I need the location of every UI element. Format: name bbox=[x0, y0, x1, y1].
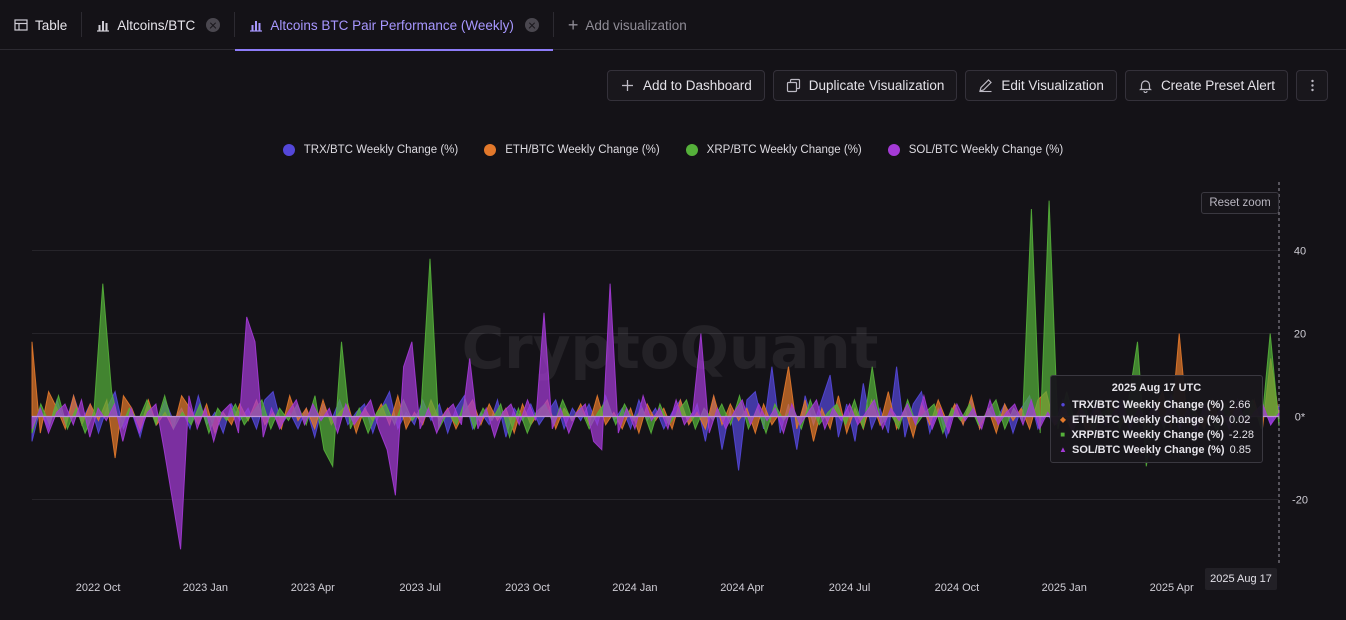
tooltip-title: 2025 Aug 17 UTC bbox=[1111, 382, 1202, 394]
tooltip-marker: ◆ bbox=[1059, 415, 1067, 424]
tab-divider bbox=[81, 12, 83, 37]
tab-altcoins-btc[interactable]: Altcoins/BTC bbox=[82, 0, 234, 50]
x-tick-label: 2023 Apr bbox=[291, 582, 335, 594]
x-tick-label: 2025 Apr bbox=[1150, 582, 1194, 594]
tooltip-series-name: SOL/BTC Weekly Change (%) bbox=[1072, 443, 1225, 456]
tooltip-series-name: XRP/BTC Weekly Change (%) bbox=[1071, 428, 1224, 441]
tab-altcoins-btc-pair-performance[interactable]: Altcoins BTC Pair Performance (Weekly) bbox=[235, 0, 553, 51]
more-options-button[interactable] bbox=[1296, 70, 1328, 101]
x-tick-label: 2023 Jul bbox=[399, 582, 441, 594]
plus-icon bbox=[621, 80, 633, 91]
legend-label: TRX/BTC Weekly Change (%) bbox=[303, 144, 459, 156]
chart-legend: TRX/BTC Weekly Change (%) ETH/BTC Weekly… bbox=[0, 144, 1346, 156]
close-icon[interactable] bbox=[524, 18, 539, 32]
tooltip-value: 0.85 bbox=[1229, 443, 1252, 456]
add-to-dashboard-button[interactable]: Add to Dashboard bbox=[606, 70, 765, 101]
tooltip-value: -2.28 bbox=[1228, 428, 1254, 441]
legend-dot bbox=[484, 144, 497, 156]
y-tick-label: 40 bbox=[1294, 246, 1306, 258]
x-tick-label: 2023 Oct bbox=[505, 582, 550, 594]
add-visualization-label: Add visualization bbox=[585, 17, 687, 33]
legend-dot bbox=[282, 144, 295, 156]
add-visualization-button[interactable]: + Add visualization bbox=[554, 0, 701, 50]
legend-item-eth[interactable]: ETH/BTC Weekly Change (%) bbox=[484, 144, 660, 156]
edit-visualization-button[interactable]: Edit Visualization bbox=[965, 70, 1117, 101]
legend-item-trx[interactable]: TRX/BTC Weekly Change (%) bbox=[282, 144, 459, 156]
tooltip-marker: ▲ bbox=[1059, 445, 1067, 454]
tooltip-row: ● TRX/BTC Weekly Change (%) 2.66 bbox=[1059, 397, 1254, 412]
y-tick-label: 0* bbox=[1295, 411, 1306, 423]
y-tick-label: 20 bbox=[1294, 329, 1306, 341]
tab-table-label: Table bbox=[35, 17, 68, 33]
tooltip-value: 0.02 bbox=[1229, 413, 1251, 426]
tab-altcoins-btc-label: Altcoins/BTC bbox=[117, 17, 196, 33]
toolbar: Add to Dashboard Duplicate Visualization… bbox=[606, 70, 1328, 101]
tooltip-row: ■ XRP/BTC Weekly Change (%) -2.28 bbox=[1059, 427, 1254, 442]
x-tick-label: 2025 Jan bbox=[1042, 582, 1087, 594]
legend-dot bbox=[887, 144, 900, 156]
more-vertical-icon bbox=[1310, 79, 1314, 92]
duplicate-visualization-label: Duplicate Visualization bbox=[808, 78, 945, 93]
legend-label: SOL/BTC Weekly Change (%) bbox=[908, 144, 1064, 156]
tab-divider bbox=[234, 12, 236, 37]
tooltip-row: ◆ ETH/BTC Weekly Change (%) 0.02 bbox=[1059, 412, 1254, 427]
x-tick-label: 2024 Apr bbox=[720, 582, 764, 594]
add-to-dashboard-label: Add to Dashboard bbox=[642, 78, 752, 93]
legend-item-sol[interactable]: SOL/BTC Weekly Change (%) bbox=[887, 144, 1064, 156]
edit-visualization-label: Edit Visualization bbox=[1001, 78, 1104, 93]
bar-chart-icon bbox=[97, 21, 110, 32]
bar-chart-icon bbox=[250, 21, 263, 32]
crosshair-date-label: 2025 Aug 17 bbox=[1205, 568, 1277, 590]
legend-label: XRP/BTC Weekly Change (%) bbox=[706, 144, 862, 156]
tooltip-marker: ● bbox=[1060, 400, 1066, 409]
pencil-icon bbox=[979, 79, 993, 93]
x-tick-label: 2024 Jan bbox=[612, 582, 657, 594]
bell-icon bbox=[1138, 80, 1152, 93]
y-tick-label: -20 bbox=[1292, 494, 1308, 506]
x-tick-label: 2024 Jul bbox=[829, 582, 871, 594]
reset-zoom-button[interactable]: Reset zoom bbox=[1201, 192, 1279, 214]
tooltip-value: 2.66 bbox=[1229, 398, 1251, 411]
duplicate-visualization-button[interactable]: Duplicate Visualization bbox=[772, 70, 958, 101]
create-preset-alert-label: Create Preset Alert bbox=[1160, 78, 1275, 93]
legend-label: ETH/BTC Weekly Change (%) bbox=[505, 144, 660, 156]
plus-icon: + bbox=[567, 15, 579, 35]
tab-table[interactable]: Table bbox=[0, 0, 81, 50]
x-tick-label: 2023 Jan bbox=[183, 582, 228, 594]
tooltip-marker: ■ bbox=[1060, 430, 1066, 439]
watermark: CryptoQuant bbox=[462, 314, 879, 382]
legend-item-xrp[interactable]: XRP/BTC Weekly Change (%) bbox=[685, 144, 862, 156]
chart-tooltip: 2025 Aug 17 UTC ● TRX/BTC Weekly Change … bbox=[1050, 375, 1263, 463]
legend-dot bbox=[685, 144, 698, 156]
tab-bar: Table Altcoins/BTC Altcoins BTC Pair Per… bbox=[0, 0, 1346, 51]
tab-divider bbox=[552, 12, 554, 37]
table-icon bbox=[14, 19, 28, 31]
close-icon[interactable] bbox=[206, 18, 221, 32]
x-tick-label: 2022 Oct bbox=[76, 582, 121, 594]
create-preset-alert-button[interactable]: Create Preset Alert bbox=[1124, 70, 1288, 101]
tab-active-label: Altcoins BTC Pair Performance (Weekly) bbox=[270, 17, 514, 33]
copy-icon bbox=[786, 78, 800, 93]
tooltip-series-name: ETH/BTC Weekly Change (%) bbox=[1072, 413, 1224, 426]
tooltip-series-name: TRX/BTC Weekly Change (%) bbox=[1072, 398, 1224, 411]
x-tick-label: 2024 Oct bbox=[935, 582, 980, 594]
tooltip-row: ▲ SOL/BTC Weekly Change (%) 0.85 bbox=[1059, 442, 1254, 457]
